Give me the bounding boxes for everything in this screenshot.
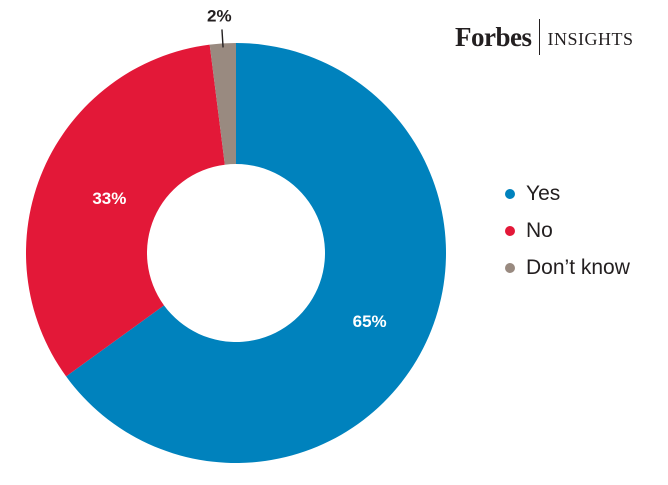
slice-yes <box>66 43 446 463</box>
brand-sub: INSIGHTS <box>547 28 634 49</box>
slices-group <box>25 43 446 463</box>
leader-line-dont-know <box>221 29 224 48</box>
legend-dot-no <box>505 225 515 236</box>
legend-item-yes: Yes <box>505 175 630 212</box>
labels-group: 65% 33% 2% <box>92 6 386 331</box>
legend-dot-dont-know <box>505 262 515 273</box>
forbes-insights-logo: Forbes INSIGHTS <box>455 17 634 57</box>
brand-divider <box>539 19 541 55</box>
legend: Yes No Don’t know <box>505 175 630 286</box>
data-label-yes: 65% <box>353 312 387 331</box>
slice-dont-know <box>209 43 236 165</box>
legend-label-no: No <box>526 218 553 242</box>
legend-label-yes: Yes <box>526 181 561 205</box>
brand-name: Forbes <box>455 21 532 52</box>
legend-label-dont-know: Don’t know <box>526 255 630 279</box>
legend-dot-yes <box>505 188 515 199</box>
legend-item-dont-know: Don’t know <box>505 249 630 286</box>
slice-no <box>25 44 225 377</box>
data-label-dont-know: 2% <box>207 6 232 25</box>
data-label-no: 33% <box>92 189 126 208</box>
legend-item-no: No <box>505 212 630 249</box>
